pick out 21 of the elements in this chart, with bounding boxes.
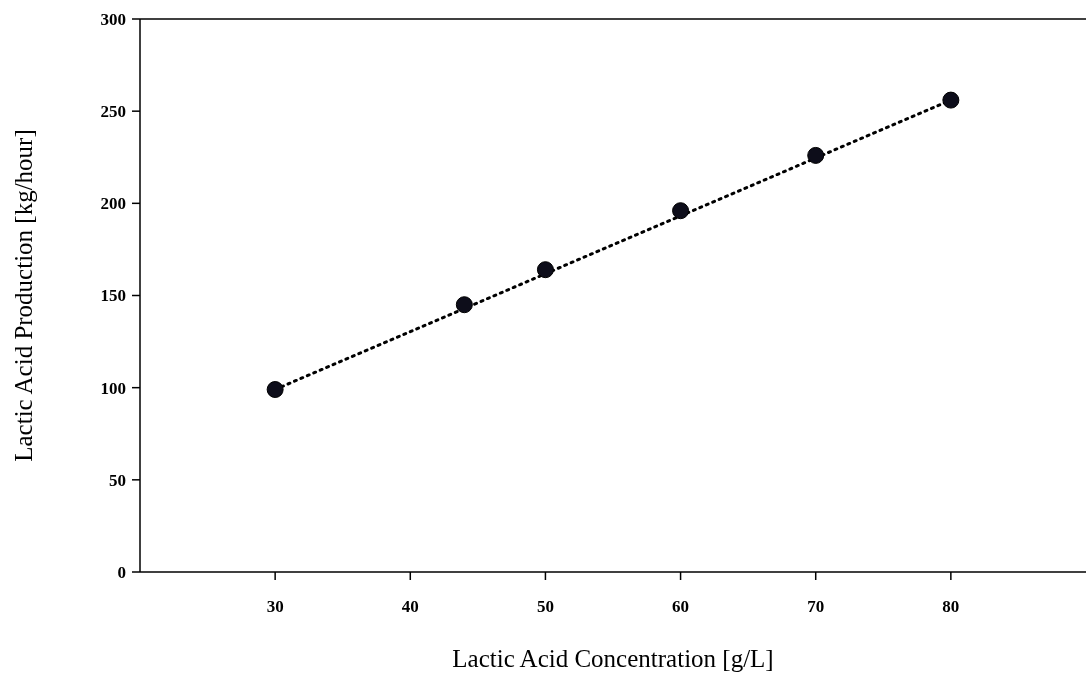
point — [672, 202, 690, 220]
point — [807, 146, 825, 164]
y-tick-label: 0 — [117, 562, 126, 582]
x-tick-label: 60 — [672, 597, 690, 616]
x-tick-label: 70 — [807, 597, 825, 616]
y-tick-label: 300 — [100, 9, 126, 29]
y-tick-label: 150 — [100, 286, 126, 306]
y-tick-label: 200 — [100, 194, 126, 214]
x-tick-label: 40 — [401, 597, 419, 616]
x-tick-label: 80 — [942, 597, 960, 616]
x-tick-label: 50 — [536, 597, 554, 616]
x-tick-label: 30 — [266, 597, 284, 616]
y-axis-title: Lactic Acid Production [kg/hour] — [10, 129, 37, 462]
point — [536, 261, 554, 279]
y-tick-label: 50 — [109, 470, 126, 490]
point — [942, 91, 960, 109]
point — [266, 381, 284, 399]
x-axis-title: Lactic Acid Concentration [g/L] — [452, 645, 774, 672]
y-tick-label: 250 — [100, 102, 126, 122]
point — [455, 296, 473, 314]
y-tick-label: 100 — [100, 378, 126, 398]
